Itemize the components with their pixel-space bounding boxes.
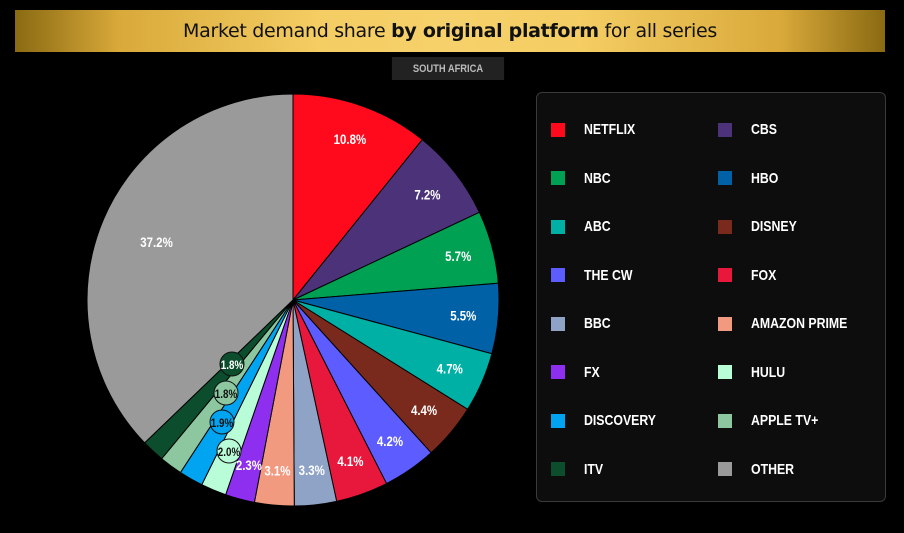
data-label-fox: 4.1% [337,453,364,469]
title-bar: Market demand share by original platform… [15,10,885,52]
legend-swatch [551,268,565,282]
legend-item-the-cw: THE CW [551,267,643,284]
legend-label: OTHER [751,460,795,478]
legend-item-itv: ITV [551,461,607,478]
legend-swatch [551,122,565,137]
data-label-apple-tv: 1.8% [215,388,238,401]
legend-label: BBC [584,315,611,332]
title-text-post: for all series [598,20,718,42]
legend-swatch [718,122,732,137]
legend-swatch [718,462,732,476]
data-label-other: 37.2% [140,234,173,250]
legend-label: THE CW [584,266,633,284]
legend-swatch [718,171,732,185]
legend-item-amazon-prime: AMAZON PRIME [718,315,869,332]
title-text-bold: by original platform [391,20,599,42]
legend-swatch [718,268,732,282]
data-label-fx: 2.3% [236,457,263,473]
legend-label: NBC [584,169,611,187]
legend-item-other: OTHER [718,461,804,478]
data-label-bubble-apple-tv [213,380,239,406]
data-label-hulu: 2.0% [218,446,241,459]
title-text-pre: Market demand share [183,20,392,42]
legend-label: DISCOVERY [584,412,656,429]
legend-swatch [551,219,565,234]
legend-swatch [551,462,565,476]
legend-label: FX [584,363,600,381]
legend-label: HBO [751,169,779,187]
data-label-cbs: 7.2% [414,186,441,202]
data-label-discovery: 1.9% [211,417,234,430]
pie-slice-netflix [292,93,424,302]
data-label-amazon-prime: 3.1% [264,462,291,478]
legend: NETFLIX NBC ABC THE CW BBC FX DISCOVERY ITV CBS H… [536,92,886,502]
legend-swatch [718,316,732,331]
legend-swatch [718,413,732,428]
legend-swatch [551,413,565,428]
legend-item-hulu: HULU [718,364,793,381]
chart-title: Market demand share by original platform… [183,20,717,42]
legend-swatch [718,219,732,234]
pie-slice-other [86,93,294,444]
legend-item-fx: FX [551,364,603,381]
data-label-nbc: 5.7% [445,248,472,264]
data-label-the-cw: 4.2% [377,433,404,449]
data-label-bubble-hulu [216,438,242,464]
legend-swatch [551,316,565,331]
legend-label: HULU [751,363,786,381]
legend-item-netflix: NETFLIX [551,121,647,138]
legend-item-abc: ABC [551,218,617,235]
data-label-disney: 4.4% [411,402,438,418]
legend-item-hbo: HBO [718,170,784,187]
legend-label: FOX [751,266,777,284]
data-label-abc: 4.7% [437,360,464,376]
legend-swatch [551,171,565,185]
legend-swatch [718,365,732,379]
legend-item-discovery: DISCOVERY [551,412,672,429]
legend-item-nbc: NBC [551,170,617,187]
legend-item-apple-tv: APPLE TV+ [718,412,833,429]
legend-label: ITV [584,460,604,478]
data-label-bubble-discovery [209,409,235,435]
legend-label: APPLE TV+ [751,412,819,429]
region-badge: SOUTH AFRICA [391,57,505,80]
legend-label: DISNEY [751,218,797,235]
data-label-itv: 1.8% [221,359,244,372]
legend-label: AMAZON PRIME [751,315,848,332]
legend-label: CBS [751,121,777,138]
data-label-netflix: 10.8% [334,131,367,147]
legend-swatch [551,365,565,379]
legend-label: ABC [584,218,611,235]
data-label-bbc: 3.3% [299,462,326,478]
legend-item-fox: FOX [718,267,782,284]
legend-item-bbc: BBC [551,315,617,332]
legend-item-cbs: CBS [718,121,783,138]
data-label-bubble-itv [219,351,245,377]
data-label-hbo: 5.5% [450,307,477,323]
legend-item-disney: DISNEY [718,218,807,235]
legend-label: NETFLIX [584,121,636,138]
